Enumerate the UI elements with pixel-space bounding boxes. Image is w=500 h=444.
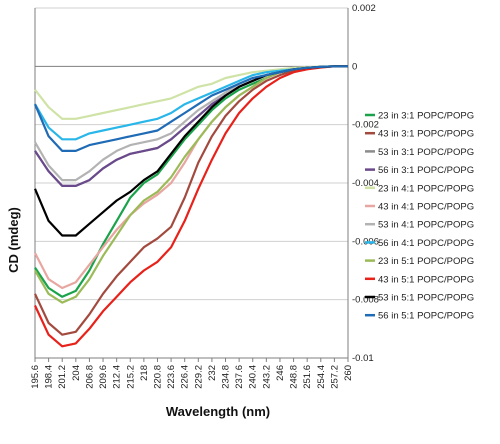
x-tick-label: 243.2 (261, 365, 272, 389)
x-tick-label: 254.4 (316, 365, 327, 389)
x-tick-label: 220.8 (152, 365, 163, 389)
x-tick-label: 212.4 (112, 365, 123, 389)
x-tick-labels: 195.6 198.4 201.2 204 206.8 209.6 212.4 215.2 21… (30, 365, 354, 389)
legend-label: 53 in 3:1 POPC/POPG (378, 147, 474, 158)
x-axis-title: Wavelength (nm) (166, 404, 270, 419)
x-tick-label: 229.2 (193, 365, 204, 389)
x-tick-label: 215.2 (125, 365, 136, 389)
legend-label: 43 in 3:1 POPC/POPG (378, 129, 474, 140)
legend-label: 23 in 4:1 POPC/POPG (378, 183, 474, 194)
legend-label: 23 in 5:1 POPC/POPG (378, 256, 474, 267)
x-tick-label: 195.6 (30, 365, 41, 389)
x-tick-label: 201.2 (57, 365, 68, 389)
series-line-10 (34, 65, 348, 348)
x-tick-label: 248.8 (289, 365, 300, 389)
x-tick-label: 232 (207, 365, 218, 381)
x-tick-label: 260 (343, 365, 354, 381)
x-tick-label: 237.6 (234, 365, 245, 389)
x-tick-label: 204 (71, 365, 82, 381)
y-tick-label: 0.002 (352, 3, 376, 14)
series-lines (33, 65, 348, 348)
x-tick-label: 209.6 (98, 365, 109, 389)
series-line-2 (34, 65, 348, 336)
series-line-12 (33, 65, 348, 152)
series-line-3 (34, 65, 348, 187)
series-line-4 (34, 65, 348, 187)
x-tick-label: 240.4 (248, 365, 259, 389)
y-tick-label: 0 (352, 61, 357, 72)
y-tick-label: -0.002 (352, 120, 379, 131)
legend-label: 53 in 4:1 POPC/POPG (378, 220, 474, 231)
y-tick-label: -0.01 (352, 353, 374, 364)
x-tick-label: 226.4 (180, 365, 191, 389)
legend-label: 23 in 3:1 POPC/POPG (378, 111, 474, 122)
legend-label: 56 in 5:1 POPC/POPG (378, 311, 474, 322)
axes (34, 8, 349, 362)
y-tick-label: -0.008 (352, 295, 379, 306)
x-tick-label: 246 (275, 365, 286, 381)
legend-label: 43 in 4:1 POPC/POPG (378, 202, 474, 213)
legend-label: 43 in 5:1 POPC/POPG (378, 274, 474, 285)
y-axis-title: CD (mdeg) (6, 207, 21, 273)
legend-label: 56 in 3:1 POPC/POPG (378, 165, 474, 176)
legend-label: 53 in 5:1 POPC/POPG (378, 293, 474, 304)
x-tick-label: 234.8 (221, 365, 232, 389)
y-tick-label: -0.004 (352, 178, 379, 189)
x-tick-label: 257.2 (329, 365, 340, 389)
series-line-5 (34, 65, 348, 120)
legend: 23 in 3:1 POPC/POPG 43 in 3:1 POPC/POPG 53… (365, 111, 474, 322)
x-tick-label: 223.6 (166, 365, 177, 389)
x-tick-label: 251.6 (302, 365, 313, 389)
x-tick-label: 218 (139, 365, 150, 381)
legend-label: 56 in 4:1 POPC/POPG (378, 238, 474, 249)
x-tick-label: 198.4 (44, 365, 55, 389)
x-tick-label: 206.8 (84, 365, 95, 389)
